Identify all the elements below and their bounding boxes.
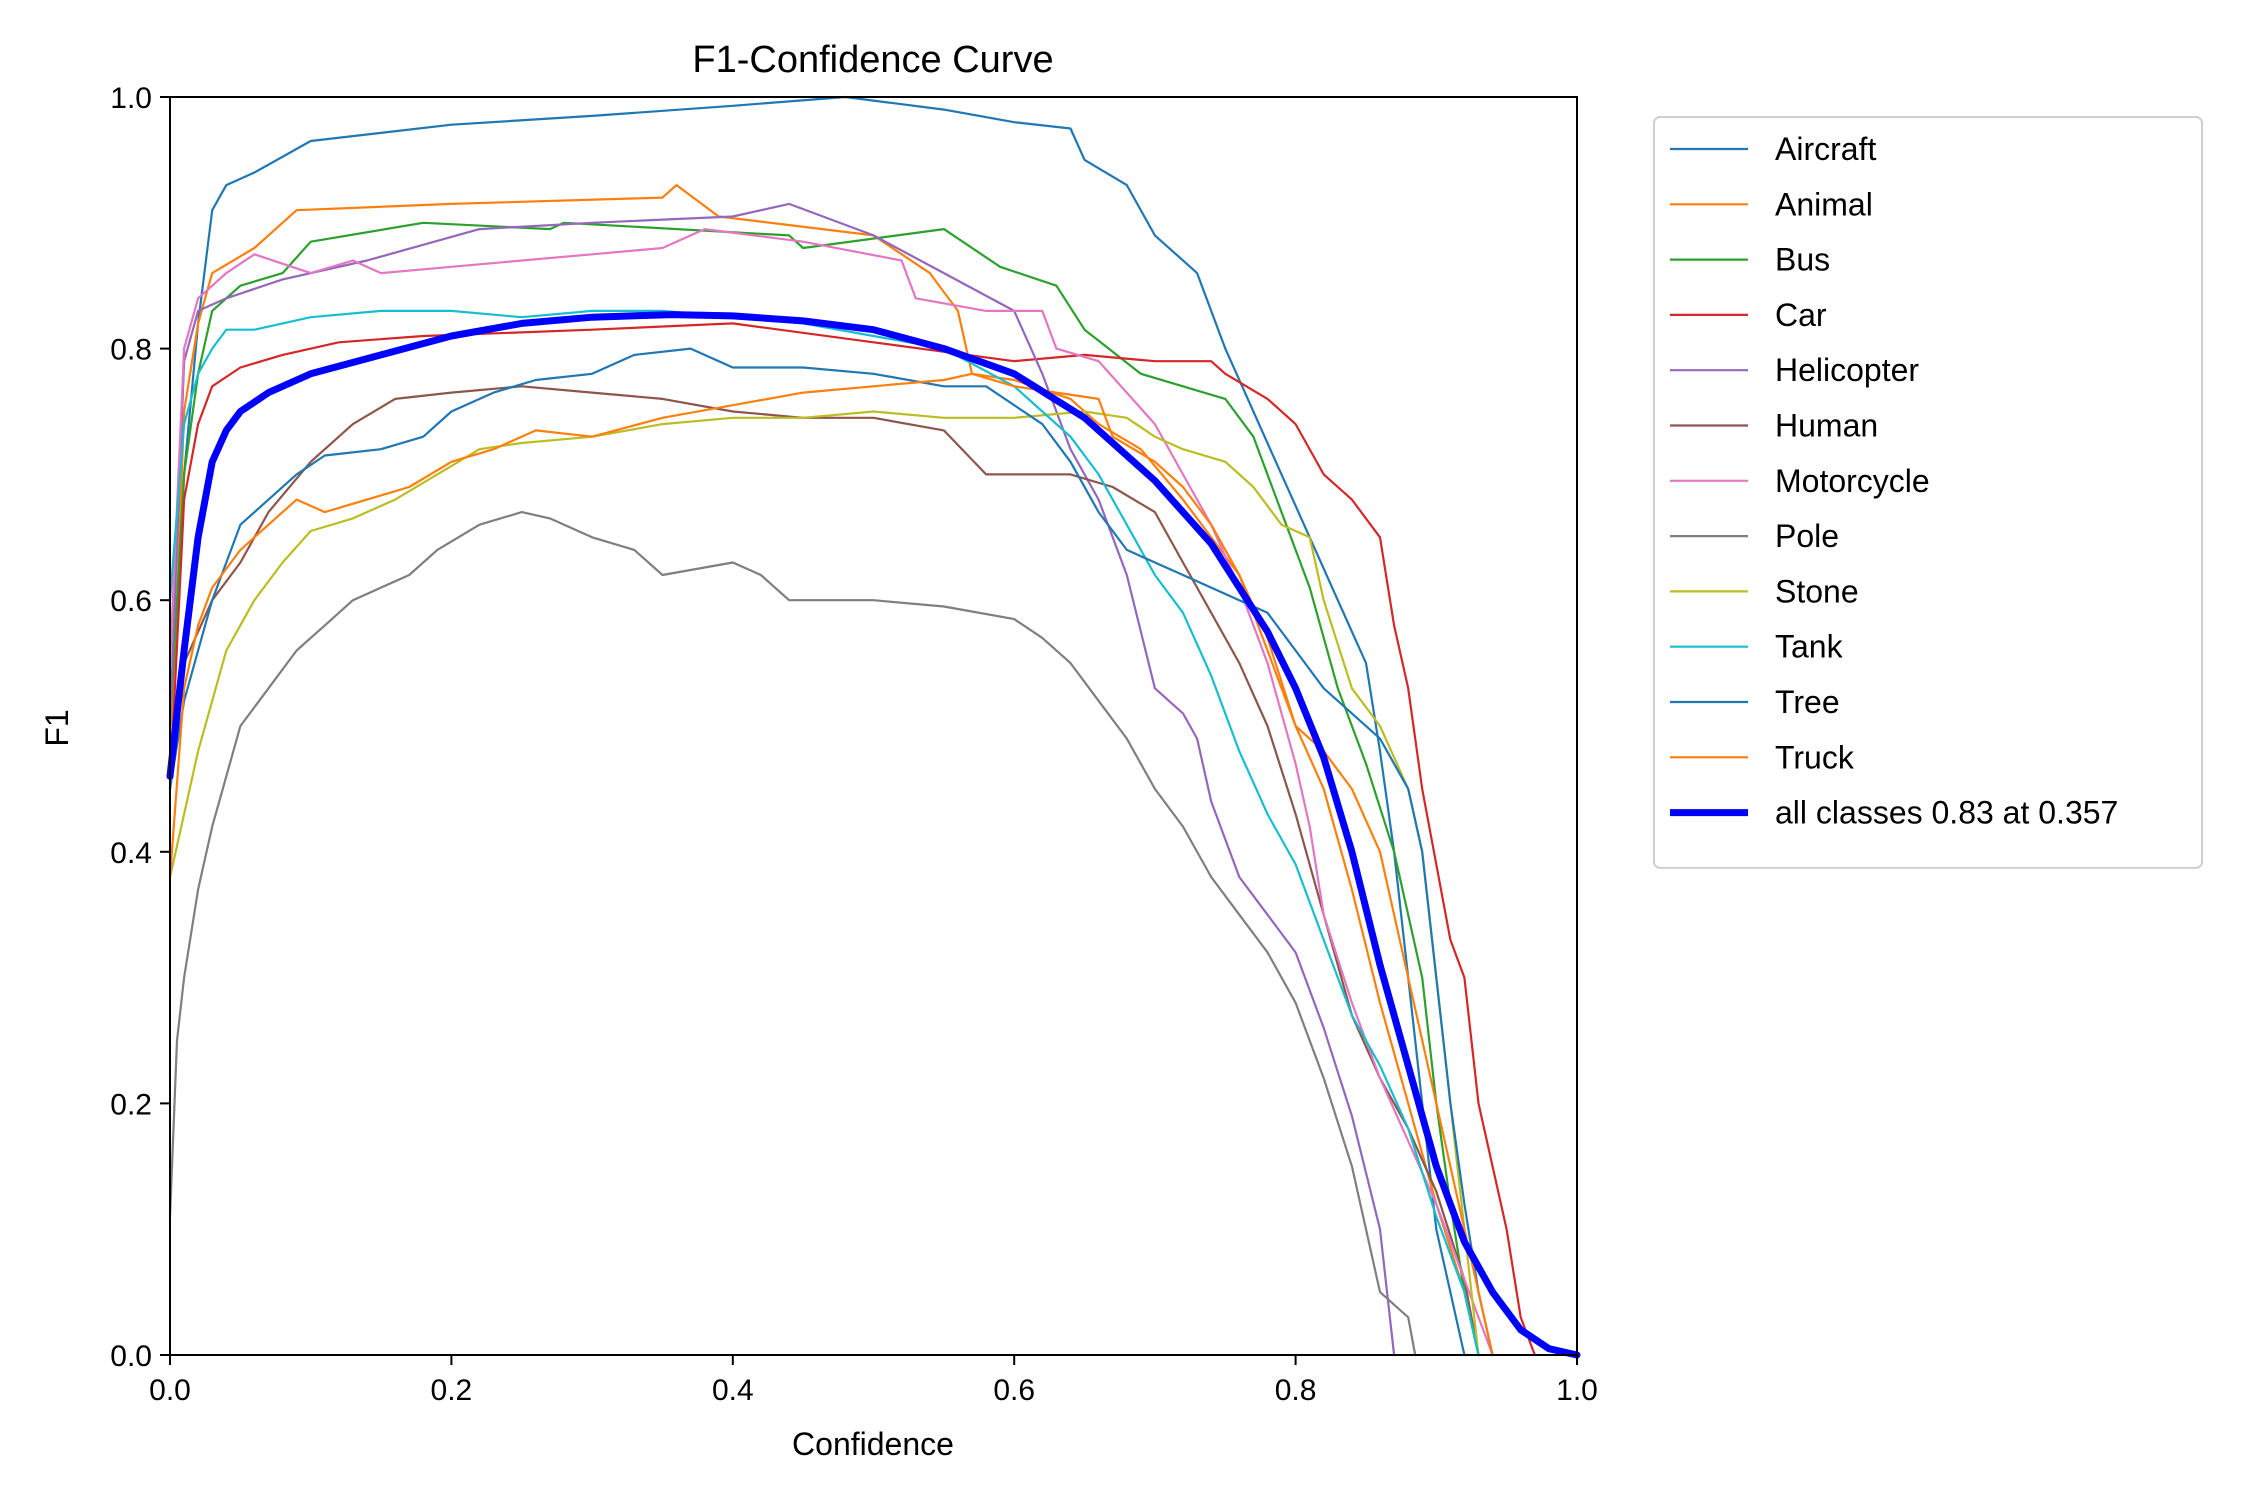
y-tick-label: 1.0 xyxy=(110,82,152,115)
legend-label-car: Car xyxy=(1775,297,1827,333)
legend-label-stone: Stone xyxy=(1775,573,1859,609)
series-line-truck xyxy=(168,372,1494,1357)
legend: Aircraft Animal Bus Car Helicopter Human Motor… xyxy=(1653,116,2203,869)
legend-label-tree: Tree xyxy=(1775,684,1840,720)
y-tick-label: 0.4 xyxy=(110,837,152,870)
series-line-tank xyxy=(168,309,1480,1357)
series-line-bus xyxy=(168,221,1480,1357)
y-axis-ticks: 0.0 0.2 0.4 0.6 0.8 1.0 xyxy=(110,82,170,1373)
legend-label-pole: Pole xyxy=(1775,518,1839,554)
series-line-all-classes-0-83-at-0-357 xyxy=(166,311,1581,1359)
x-tick-label: 0.6 xyxy=(993,1374,1035,1407)
series-line-pole xyxy=(168,511,1417,1357)
series-line-tree xyxy=(168,347,1494,1357)
chart-title: F1-Confidence Curve xyxy=(692,39,1053,81)
x-tick-label: 0.4 xyxy=(712,1374,754,1407)
legend-label-motorcycle: Motorcycle xyxy=(1775,463,1930,499)
plot-area-frame xyxy=(169,96,1578,1356)
y-axis-label: F1 xyxy=(39,709,75,746)
y-tick-label: 0.2 xyxy=(110,1088,152,1121)
y-tick-label: 0.0 xyxy=(110,1340,152,1373)
series-line-helicopter xyxy=(168,202,1396,1357)
series-line-human xyxy=(168,385,1480,1357)
y-tick-label: 0.6 xyxy=(110,585,152,618)
y-tick-label: 0.8 xyxy=(110,334,152,367)
legend-label-helicopter: Helicopter xyxy=(1775,352,1919,388)
plot-lines xyxy=(166,95,1581,1359)
legend-label-bus: Bus xyxy=(1775,242,1830,278)
x-axis-ticks: 0.0 0.2 0.4 0.6 0.8 1.0 xyxy=(149,1355,1598,1407)
series-line-aircraft xyxy=(168,95,1466,1357)
x-axis-label: Confidence xyxy=(792,1426,954,1462)
legend-label-human: Human xyxy=(1775,408,1878,444)
legend-label-tank: Tank xyxy=(1775,629,1844,665)
x-tick-label: 0.8 xyxy=(1275,1374,1317,1407)
x-tick-label: 0.2 xyxy=(431,1374,473,1407)
series-line-stone xyxy=(168,410,1480,1357)
series-line-car xyxy=(168,322,1536,1357)
legend-label-animal: Animal xyxy=(1775,186,1873,222)
legend-label-truck: Truck xyxy=(1775,739,1855,775)
legend-box xyxy=(1653,116,2203,869)
legend-label-aircraft: Aircraft xyxy=(1775,131,1876,167)
x-tick-label: 1.0 xyxy=(1556,1374,1598,1407)
series-line-motorcycle xyxy=(168,228,1494,1357)
legend-label-all-classes-0-83-at-0-357: all classes 0.83 at 0.357 xyxy=(1775,795,2118,831)
x-tick-label: 0.0 xyxy=(149,1374,191,1407)
